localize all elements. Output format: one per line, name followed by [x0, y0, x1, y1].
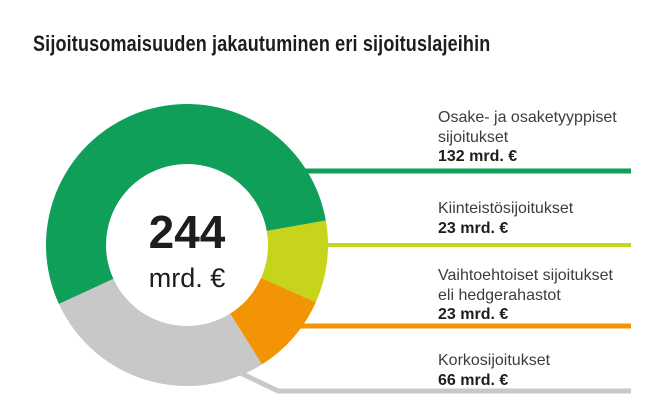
leader-line-3 [228, 365, 631, 394]
donut-segment-1 [261, 220, 328, 303]
total-unit: mrd. € [148, 263, 226, 293]
legend-label: eli hedgerahastot [438, 286, 561, 304]
legend-value: 66 mrd. € [438, 371, 509, 389]
legend-item-osake: Osake- ja osaketyyppiset sijoitukset 132… [438, 108, 643, 167]
legend-label: Korkosijoitukset [438, 352, 551, 369]
legend-value: 132 mrd. € [438, 148, 518, 165]
legend-label: Vaihtoehtoiset sijoitukset [438, 267, 613, 284]
legend-value: 23 mrd. € [438, 219, 509, 237]
donut-segment-0 [46, 104, 326, 305]
legend-label: Osake- ja osaketyyppiset [438, 109, 617, 126]
page-title: Sijoitusomaisuuden jakautuminen eri sijo… [33, 31, 491, 56]
total-value: 244 [148, 206, 226, 258]
legend-item-vaihtoehtoiset: Vaihtoehtoiset sijoitukset eli hedgeraha… [438, 266, 643, 325]
legend-item-korko: Korkosijoitukset 66 mrd. € [438, 351, 643, 390]
legend-value: 23 mrd. € [438, 306, 509, 323]
legend-item-kiinteisto: Kiinteistösijoitukset 23 mrd. € [438, 199, 643, 238]
legend-label: Kiinteistösijoitukset [438, 200, 574, 217]
donut-segment-3 [58, 278, 262, 386]
legend-label: sijoitukset [438, 128, 509, 146]
donut-segment-2 [230, 277, 316, 365]
donut-center-label: 244 mrd. € [96, 209, 278, 292]
